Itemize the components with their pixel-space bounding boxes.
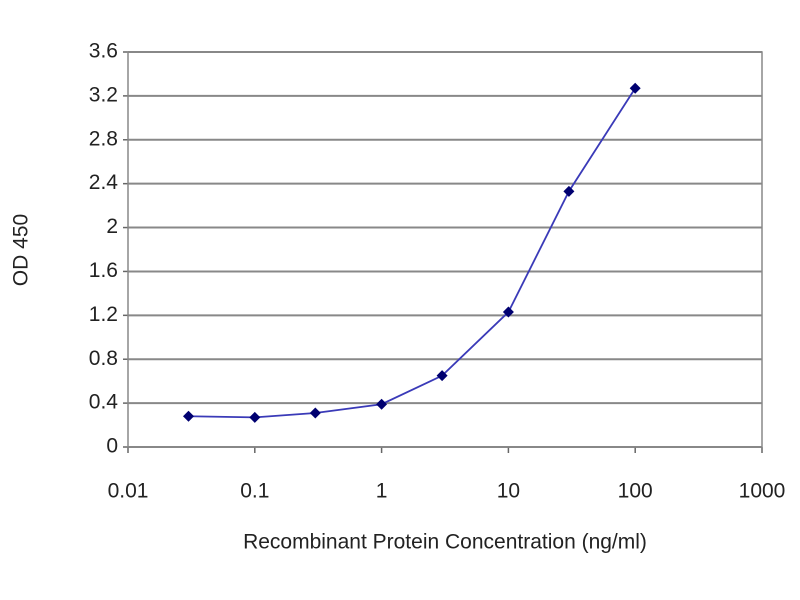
data-point <box>563 185 575 197</box>
y-tick-label: 0 <box>106 435 118 458</box>
data-point <box>309 407 321 419</box>
y-tick-label: 2.8 <box>89 127 118 150</box>
y-tick-label: 3.2 <box>89 83 118 106</box>
y-tick-label: 2 <box>106 215 118 238</box>
series-line <box>188 87 636 419</box>
y-tick-label: 1.6 <box>89 259 118 282</box>
y-tick-label: 2.4 <box>89 171 119 194</box>
y-tick-label: 0.8 <box>89 347 118 370</box>
y-tick-label: 3.6 <box>89 40 118 63</box>
data-point <box>629 82 641 94</box>
y-axis-label: OD 450 <box>10 214 33 286</box>
x-axis-label: Recombinant Protein Concentration (ng/ml… <box>243 531 647 554</box>
x-tick-label: 1000 <box>739 480 786 503</box>
data-point <box>182 410 194 422</box>
data-point <box>249 411 261 423</box>
y-tick-label: 1.2 <box>89 303 118 326</box>
x-tick-label: 1 <box>376 480 388 503</box>
plot-border <box>127 51 763 448</box>
x-tick-label: 100 <box>618 480 653 503</box>
data-point <box>436 370 448 382</box>
y-tick-label: 0.4 <box>89 391 119 414</box>
data-point <box>502 306 514 318</box>
x-tick-label: 0.01 <box>108 480 149 503</box>
data-point <box>376 398 388 410</box>
x-tick-label: 10 <box>497 480 520 503</box>
x-tick-label: 0.1 <box>240 480 269 503</box>
